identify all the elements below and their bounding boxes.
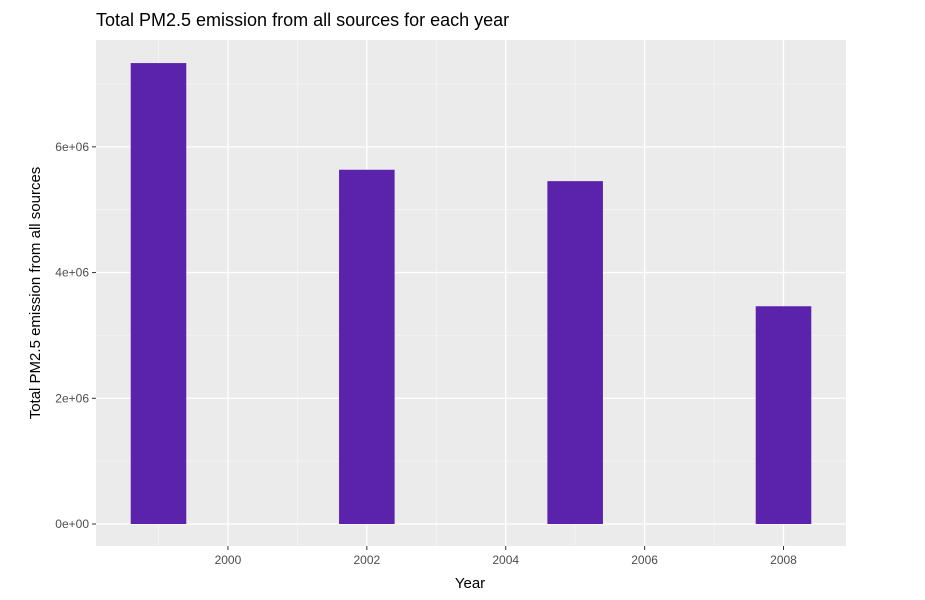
y-axis-title: Total PM2.5 emission from all sources xyxy=(27,167,44,420)
x-tick-label: 2006 xyxy=(631,553,658,567)
bar-1999 xyxy=(130,63,187,524)
bar-2005 xyxy=(547,181,603,525)
x-tick-label: 2002 xyxy=(353,553,380,567)
x-axis: 2000 2002 2004 2006 2008 xyxy=(215,546,797,567)
bar-2002 xyxy=(339,169,395,524)
y-axis: 0e+00 2e+06 4e+06 6e+06 xyxy=(55,140,96,531)
y-tick-label: 4e+06 xyxy=(55,266,89,280)
x-tick-label: 2004 xyxy=(492,553,519,567)
plot-panel xyxy=(96,40,846,546)
x-tick-label: 2008 xyxy=(770,553,797,567)
y-tick-label: 6e+06 xyxy=(55,140,89,154)
chart-title: Total PM2.5 emission from all sources fo… xyxy=(96,10,509,30)
y-tick-label: 2e+06 xyxy=(55,391,89,405)
bars xyxy=(130,63,812,525)
bar-2008 xyxy=(755,306,812,524)
x-tick-label: 2000 xyxy=(215,553,242,567)
x-axis-title: Year xyxy=(455,575,485,592)
y-tick-label: 0e+00 xyxy=(55,517,89,531)
